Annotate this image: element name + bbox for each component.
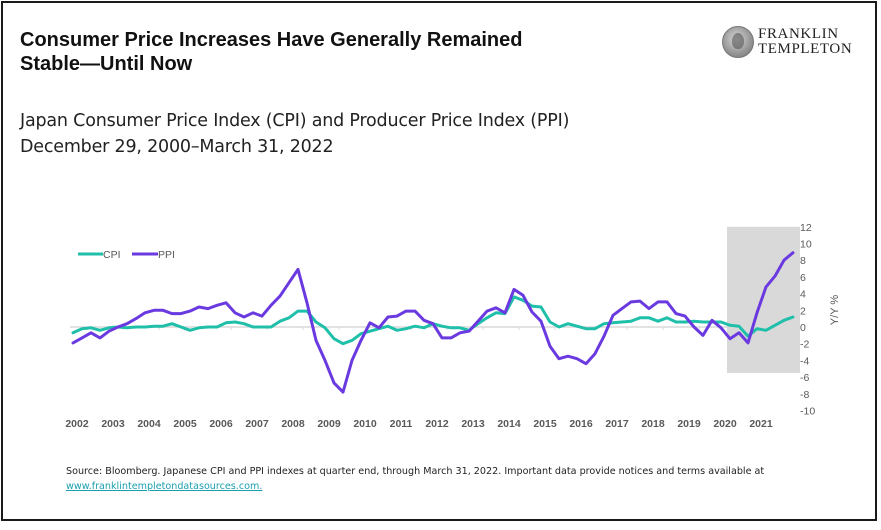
subtitle-line-2: December 29, 2000–March 31, 2022	[20, 137, 334, 157]
x-tick-label: 2009	[317, 418, 341, 430]
x-tick-label: 2021	[749, 418, 773, 430]
title-line-1: Consumer Price Increases Have Generally …	[20, 29, 523, 51]
x-tick-label: 2004	[137, 418, 161, 430]
y-tick-label: -8	[800, 389, 809, 401]
series-line-cpi	[71, 295, 795, 346]
y-tick-label: 4	[800, 289, 806, 301]
x-tick-label: 2017	[605, 418, 629, 430]
y-tick-label: 12	[800, 222, 812, 234]
x-tick-label: 2008	[281, 418, 305, 430]
logo-line-2: TEMPLETON	[758, 41, 853, 57]
y-tick-label: 6	[800, 272, 806, 284]
x-tick-label: 2005	[173, 418, 197, 430]
y-tick-label: -10	[800, 406, 815, 418]
logo-text: FRANKLIN TEMPLETON	[758, 27, 852, 57]
series-line-ppi	[71, 251, 795, 394]
legend-ppi-label: PPI	[158, 249, 175, 261]
y-tick-label: 0	[800, 322, 806, 334]
x-tick-label: 2006	[209, 418, 233, 430]
y-tick-label: 10	[800, 239, 812, 251]
x-tick-label: 2012	[425, 418, 449, 430]
y-tick-label: 8	[800, 255, 806, 267]
highlight-layer	[727, 226, 800, 373]
title-line-2: Stable—Until Now	[20, 53, 193, 75]
highlight-region	[727, 226, 800, 373]
y-axis-label: Y/Y %	[829, 295, 841, 326]
x-tick-label: 2002	[65, 418, 89, 430]
y-tick-label: -6	[800, 372, 809, 384]
y-tick-label: -4	[800, 355, 809, 367]
x-tick-label: 2010	[353, 418, 377, 430]
source-note: Source: Bloomberg. Japanese CPI and PPI …	[66, 464, 786, 494]
source-text: Source: Bloomberg. Japanese CPI and PPI …	[66, 466, 765, 477]
legend-cpi-label: CPI	[103, 249, 121, 261]
x-tick-label: 2011	[390, 418, 413, 430]
x-tick-label: 2015	[533, 418, 557, 430]
subtitle-line-1: Japan Consumer Price Index (CPI) and Pro…	[20, 111, 570, 131]
x-tick-label: 2019	[677, 418, 701, 430]
data-sources-link[interactable]: www.franklintempletondatasources.com.	[66, 481, 263, 492]
axis-layer: 2002 2003 2004 2005 2006 2007 2008 2009 2010 2011…	[65, 222, 815, 430]
x-tick-label: 2020	[713, 418, 737, 430]
x-tick-label: 2007	[245, 418, 269, 430]
chart-subtitle: Japan Consumer Price Index (CPI) and Pro…	[20, 108, 720, 160]
chart-title: Consumer Price Increases Have Generally …	[20, 28, 660, 76]
series-layer	[71, 251, 795, 394]
y-tick-label: -2	[800, 339, 809, 351]
x-tick-label: 2003	[101, 418, 125, 430]
x-tick-label: 2013	[461, 418, 485, 430]
x-tick-label: 2014	[497, 418, 521, 430]
franklin-portrait-icon	[722, 26, 754, 58]
x-tick-label: 2018	[641, 418, 665, 430]
legend: CPI PPI	[78, 249, 175, 261]
y-tick-label: 2	[800, 305, 806, 317]
franklin-templeton-logo: FRANKLIN TEMPLETON	[722, 22, 862, 62]
x-tick-label: 2016	[569, 418, 593, 430]
logo-line-1: FRANKLIN	[758, 26, 839, 42]
